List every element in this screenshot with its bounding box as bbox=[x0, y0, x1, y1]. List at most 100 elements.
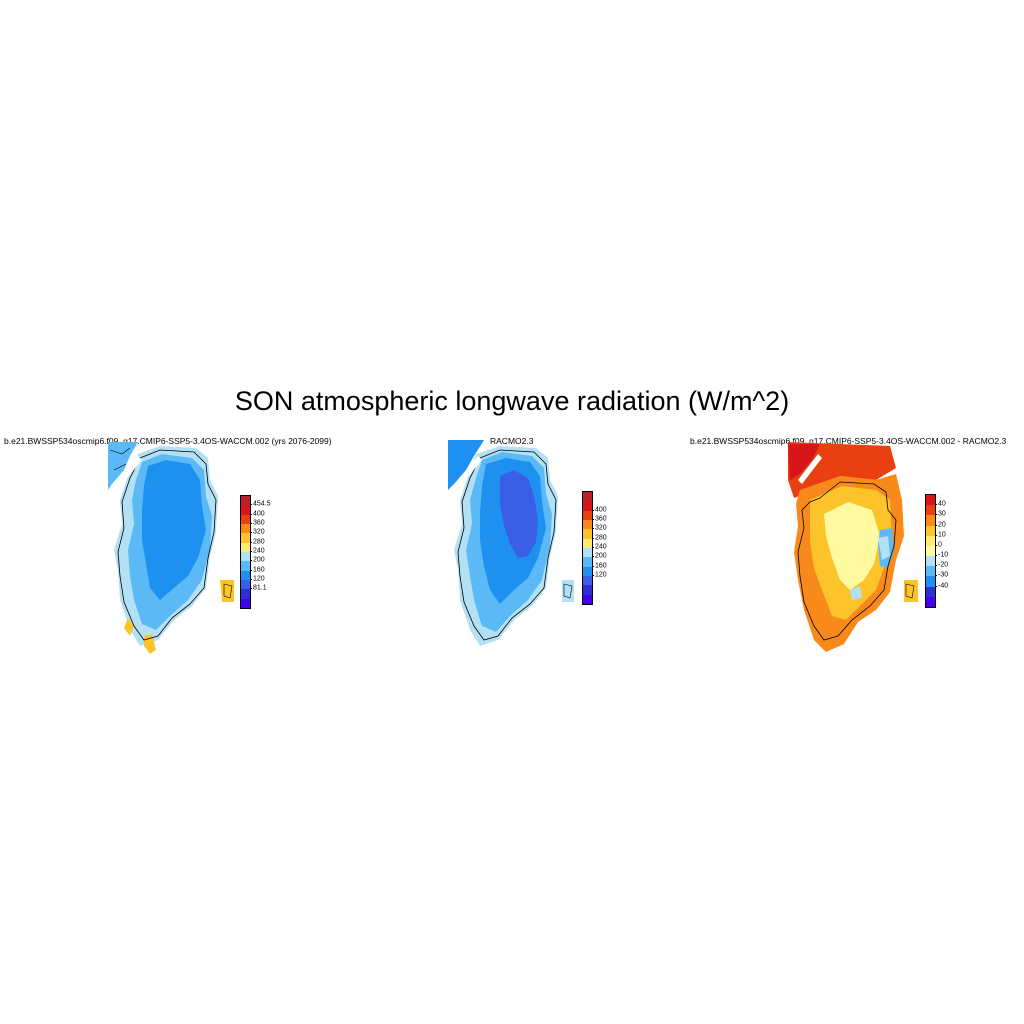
colorbar-swatch bbox=[583, 576, 592, 586]
panel-1-title: b.e21.BWSSP534oscmip6.f09_g17.CMIP6-SSP5… bbox=[4, 436, 332, 446]
north-dark-red bbox=[788, 444, 820, 480]
colorbar-tick bbox=[935, 565, 937, 567]
colorbar-swatch bbox=[583, 520, 592, 530]
colorbar-tick bbox=[592, 528, 594, 530]
svalbard-coast bbox=[223, 583, 233, 599]
colorbar-tick bbox=[250, 504, 252, 506]
colorbar-swatch bbox=[583, 510, 592, 520]
colorbar-swatch bbox=[241, 552, 250, 562]
colorbar-tick bbox=[250, 560, 252, 562]
colorbar-tick bbox=[250, 551, 252, 552]
colorbar-swatch bbox=[583, 548, 592, 558]
panel-3-colorbar: 40 30 20 10 0 -10 -20 -30 -40 bbox=[925, 494, 965, 608]
colorbar-tick bbox=[935, 575, 937, 577]
colorbar-swatch bbox=[926, 556, 935, 567]
colorbar-label: 400 bbox=[595, 506, 607, 514]
colorbar-label: 120 bbox=[595, 571, 607, 579]
svalbard-coast bbox=[905, 583, 915, 599]
coastline bbox=[797, 481, 897, 641]
colorbar-tick bbox=[250, 513, 252, 515]
ice-sheet-core bbox=[500, 470, 538, 558]
colorbar-swatch bbox=[241, 598, 250, 608]
colorbar-label: 120 bbox=[253, 575, 265, 583]
colorbar-tick bbox=[592, 565, 594, 567]
ellesmere-island bbox=[108, 442, 138, 490]
colorbar-label: 240 bbox=[253, 547, 265, 555]
colorbar-swatch bbox=[583, 492, 592, 502]
colorbar-swatch bbox=[583, 594, 592, 604]
colorbar-swatch bbox=[926, 586, 935, 597]
colorbar-tick bbox=[250, 541, 252, 543]
west-coast-patch bbox=[124, 618, 134, 636]
colorbar-tick bbox=[592, 575, 594, 576]
colorbar-label: 160 bbox=[595, 562, 607, 570]
colorbar-swatch bbox=[241, 561, 250, 571]
colorbar-label: 0 bbox=[938, 541, 942, 549]
colorbar-tick bbox=[935, 504, 937, 506]
colorbar-swatch bbox=[583, 557, 592, 567]
colorbar-swatch bbox=[241, 580, 250, 590]
colorbar-label: 160 bbox=[253, 566, 265, 574]
colorbar-tick bbox=[935, 514, 937, 516]
colorbar-label: 20 bbox=[938, 521, 946, 529]
colorbar-label: 10 bbox=[938, 531, 946, 539]
coastline bbox=[117, 449, 217, 641]
colorbar-label: 81.1 bbox=[253, 584, 267, 592]
strait-gap bbox=[118, 456, 142, 484]
colorbar-swatch bbox=[926, 525, 935, 536]
ellesmere-coast bbox=[109, 447, 131, 471]
colorbar-label: 320 bbox=[253, 528, 265, 536]
strait-gap bbox=[458, 456, 482, 484]
colorbar-tick bbox=[935, 555, 937, 557]
colorbar-tick bbox=[592, 537, 594, 539]
colorbar-tick bbox=[935, 544, 937, 546]
colorbar-swatch bbox=[583, 566, 592, 576]
colorbar-label: 200 bbox=[595, 552, 607, 560]
panel-3-map bbox=[788, 442, 918, 652]
panel-2-map bbox=[448, 440, 574, 646]
colorbar-swatch bbox=[926, 495, 935, 506]
southeast-blue bbox=[850, 586, 862, 600]
colorbar-tick bbox=[250, 523, 252, 524]
colorbar-label: -10 bbox=[938, 551, 949, 559]
colorbar-label: 280 bbox=[595, 534, 607, 542]
colorbar-swatch bbox=[926, 596, 935, 607]
colorbar-tick bbox=[250, 532, 252, 534]
colorbar-label: 280 bbox=[253, 538, 265, 546]
colorbar-swatch bbox=[241, 570, 250, 580]
colorbar-swatch bbox=[926, 566, 935, 577]
north-red bbox=[788, 442, 896, 498]
colorbar-label: 200 bbox=[253, 556, 265, 564]
colorbar-tick bbox=[935, 534, 937, 536]
colorbar-label: -30 bbox=[938, 571, 949, 579]
colorbar-tick bbox=[250, 579, 252, 580]
panel-1-map bbox=[108, 442, 234, 654]
colorbar-tick bbox=[935, 585, 937, 587]
colorbar-label: 360 bbox=[595, 515, 607, 523]
colorbar-swatch bbox=[241, 542, 250, 552]
colorbar-box bbox=[925, 494, 936, 608]
colorbar-swatch bbox=[583, 585, 592, 595]
colorbar-label: -40 bbox=[938, 582, 949, 590]
colorbar-swatch bbox=[241, 505, 250, 515]
colorbar-label: 360 bbox=[253, 519, 265, 527]
colorbar-swatch bbox=[926, 545, 935, 557]
strait-gap bbox=[798, 454, 822, 484]
figure-title: SON atmospheric longwave radiation (W/m^… bbox=[234, 386, 790, 416]
svalbard-patch bbox=[220, 580, 234, 602]
panel-2-colorbar: 400 360 320 280 240 200 160 120 bbox=[582, 491, 622, 605]
ice-sheet-light bbox=[824, 502, 880, 590]
colorbar-label: -20 bbox=[938, 561, 949, 569]
colorbar-swatch bbox=[926, 515, 935, 526]
colorbar-label: 400 bbox=[253, 510, 265, 518]
colorbar-swatch bbox=[583, 538, 592, 548]
colorbar-label: 240 bbox=[595, 543, 607, 551]
colorbar-swatch bbox=[583, 529, 592, 539]
colorbar-swatch bbox=[241, 496, 250, 506]
colorbar-box bbox=[240, 495, 251, 609]
colorbar-tick bbox=[592, 556, 594, 558]
colorbar-swatch bbox=[926, 535, 935, 546]
colorbar-label: 320 bbox=[595, 524, 607, 532]
colorbar-box bbox=[582, 491, 593, 605]
ice-sheet-core bbox=[142, 460, 206, 600]
